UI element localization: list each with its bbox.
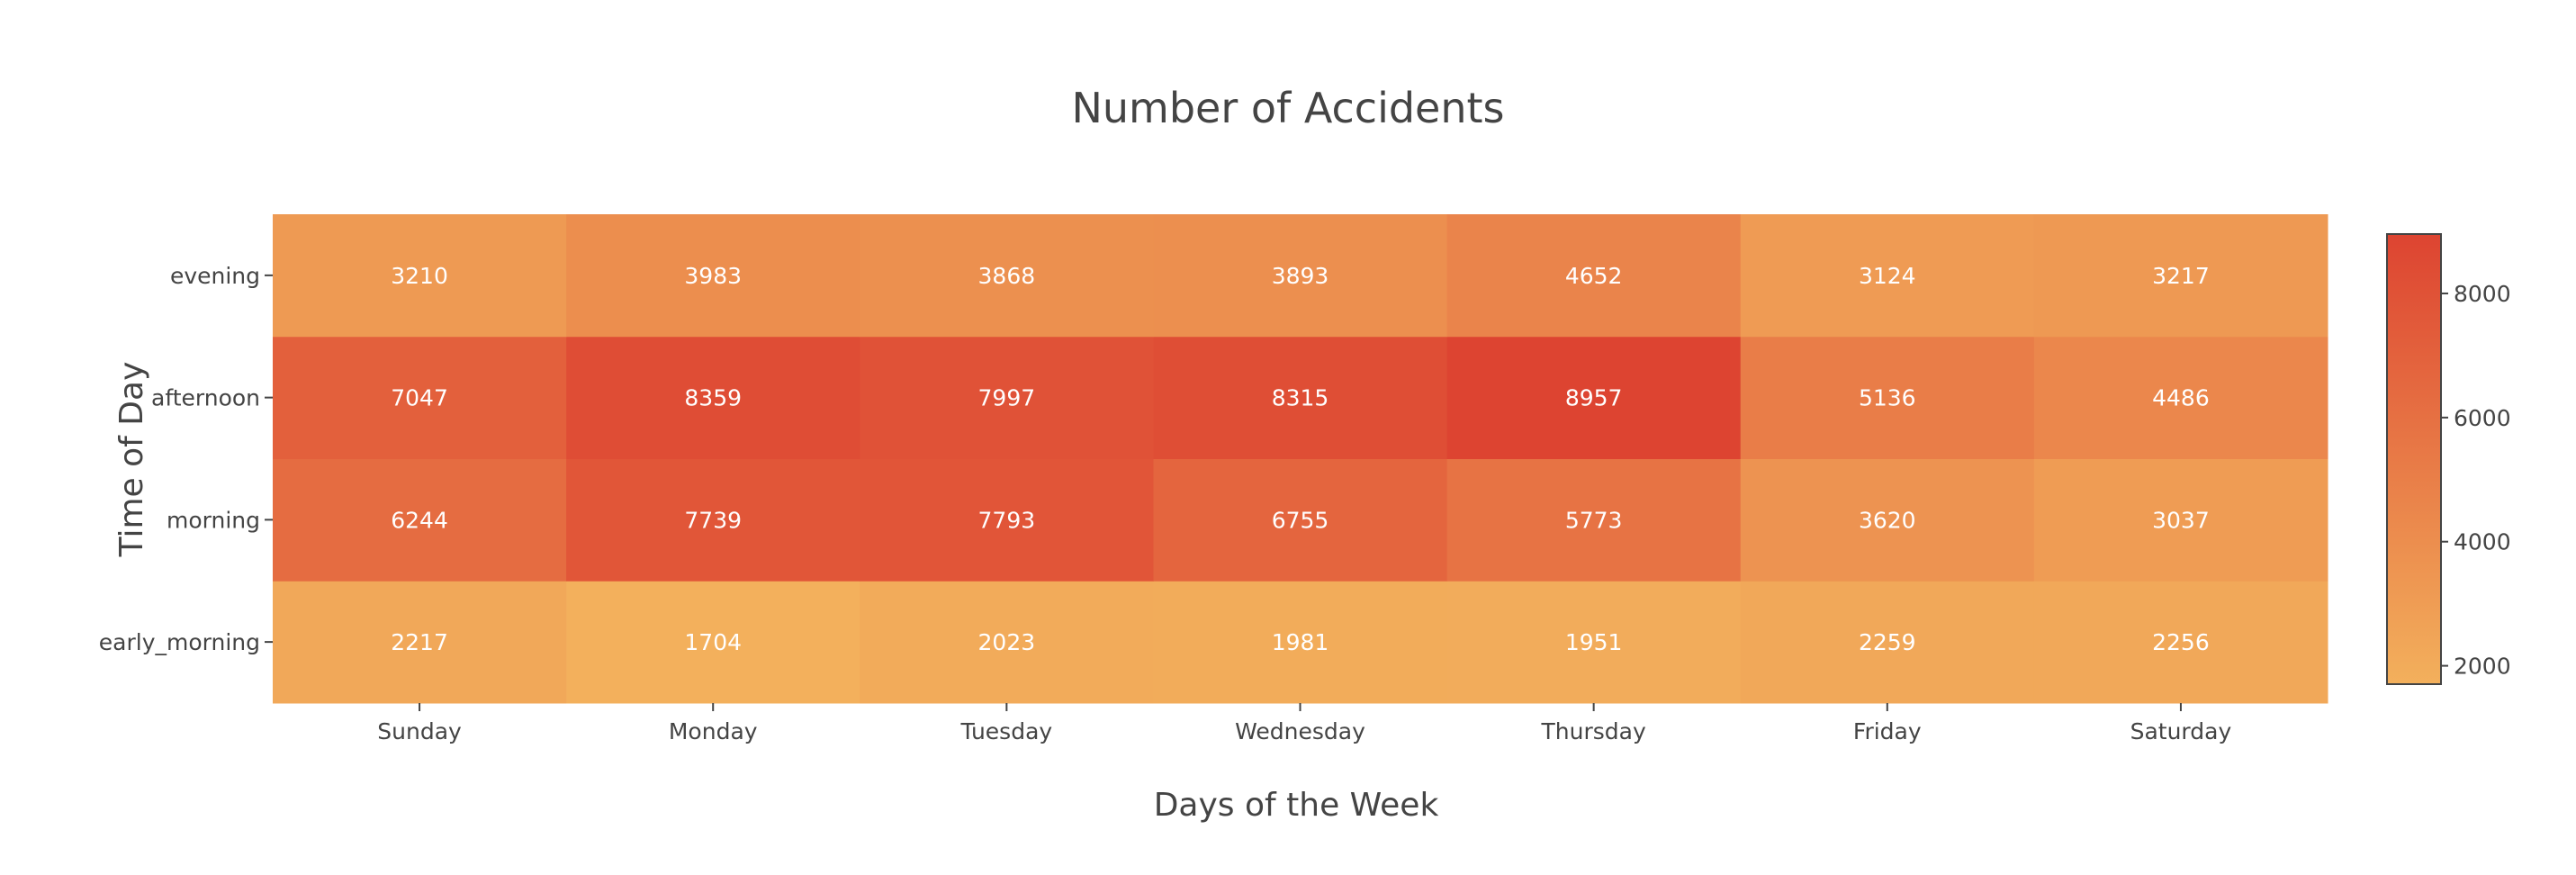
cell-value-label: 3037 — [2152, 507, 2210, 533]
cell-value-label: 5773 — [1565, 507, 1623, 533]
x-axis-title: Days of the Week — [1154, 787, 1439, 824]
heatmap-cell — [566, 458, 860, 582]
heatmap-cell — [1153, 336, 1448, 459]
y-tick-label: evening — [170, 263, 260, 289]
heatmap-cell — [1446, 214, 1742, 338]
cell-value-label: 4486 — [2152, 385, 2210, 411]
cell-value-label: 8359 — [684, 385, 742, 411]
heatmap-cell — [860, 214, 1154, 338]
heatmap-cell — [566, 336, 860, 459]
colorbar-tick-label: 4000 — [2454, 529, 2511, 555]
cell-value-label: 3983 — [684, 263, 742, 289]
cell-value-label: 5136 — [1859, 385, 1916, 411]
cell-value-label: 2256 — [2152, 629, 2210, 655]
x-tick-label: Friday — [1853, 718, 1922, 744]
y-tick-label: afternoon — [151, 385, 260, 411]
x-axis: Sunday Monday Tuesday Wednesday Thursday Frid… — [377, 703, 2231, 744]
colorbar-tick-label: 8000 — [2454, 281, 2511, 307]
cell-value-label: 3620 — [1859, 507, 1916, 533]
heatmap-cell — [860, 458, 1154, 582]
colorbar: 2000 4000 6000 8000 — [2386, 233, 2511, 685]
cell-value-label: 3210 — [391, 263, 448, 289]
cell-value-label: 6244 — [391, 507, 448, 533]
cell-value-label: 3124 — [1859, 263, 1916, 289]
heatmap-cell — [860, 336, 1154, 459]
colorbar-tick-label: 2000 — [2454, 654, 2511, 680]
cell-value-label: 1981 — [1272, 629, 1329, 655]
heatmap-cell — [273, 214, 567, 338]
cell-value-label: 6755 — [1272, 507, 1329, 533]
heatmap-cell — [2033, 458, 2328, 582]
colorbar-gradient — [2386, 233, 2442, 685]
heatmap-cell — [1446, 336, 1742, 459]
heatmap-cell — [1446, 458, 1742, 582]
x-tick-label: Wednesday — [1235, 718, 1365, 744]
heatmap-cell — [1740, 458, 2035, 582]
heatmap-cell — [273, 581, 567, 704]
heatmap-cell — [1740, 581, 2035, 704]
cell-value-label: 3868 — [978, 263, 1036, 289]
heatmap-cell — [566, 214, 860, 338]
cell-value-label: 7739 — [684, 507, 742, 533]
heatmap-cell — [2033, 214, 2328, 338]
heatmap-cells: 2217 1704 2023 1981 1951 2259 2256 6244 7739 7793… — [273, 214, 2328, 704]
heatmap-cell — [860, 581, 1154, 704]
heatmap-cell — [566, 581, 860, 704]
cell-value-label: 8957 — [1565, 385, 1623, 411]
y-axis-title: Time of Day — [113, 362, 150, 558]
heatmap-cell — [273, 458, 567, 582]
x-tick-label: Tuesday — [959, 718, 1052, 744]
heatmap-cell — [1740, 214, 2035, 338]
cell-value-label: 3217 — [2152, 263, 2210, 289]
cell-value-label: 8315 — [1272, 385, 1329, 411]
heatmap-cell — [2033, 581, 2328, 704]
cell-value-label: 3893 — [1272, 263, 1329, 289]
heatmap-cell — [1153, 458, 1448, 582]
y-axis: early_morning morning afternoon evening — [99, 263, 273, 655]
colorbar-tick-label: 6000 — [2454, 405, 2511, 431]
cell-value-label: 2217 — [391, 629, 448, 655]
heatmap-cell — [1446, 581, 1742, 704]
heatmap-cell — [273, 336, 567, 459]
x-tick-label: Monday — [669, 718, 758, 744]
cell-value-label: 1704 — [684, 629, 742, 655]
cell-value-label: 2259 — [1859, 629, 1916, 655]
x-tick-label: Saturday — [2130, 718, 2232, 744]
cell-value-label: 4652 — [1565, 263, 1623, 289]
cell-value-label: 7047 — [391, 385, 448, 411]
cell-value-label: 1951 — [1565, 629, 1623, 655]
heatmap-cell — [1153, 581, 1448, 704]
chart-title: Number of Accidents — [1071, 84, 1504, 132]
x-tick-label: Thursday — [1541, 718, 1646, 744]
heatmap-cell — [2033, 336, 2328, 459]
y-tick-label: early_morning — [99, 629, 260, 655]
heatmap-cell — [1740, 336, 2035, 459]
cell-value-label: 2023 — [978, 629, 1036, 655]
cell-value-label: 7997 — [978, 385, 1036, 411]
cell-value-label: 7793 — [978, 507, 1036, 533]
y-tick-label: morning — [167, 507, 260, 533]
x-tick-label: Sunday — [377, 718, 462, 744]
heatmap-cell — [1153, 214, 1448, 338]
